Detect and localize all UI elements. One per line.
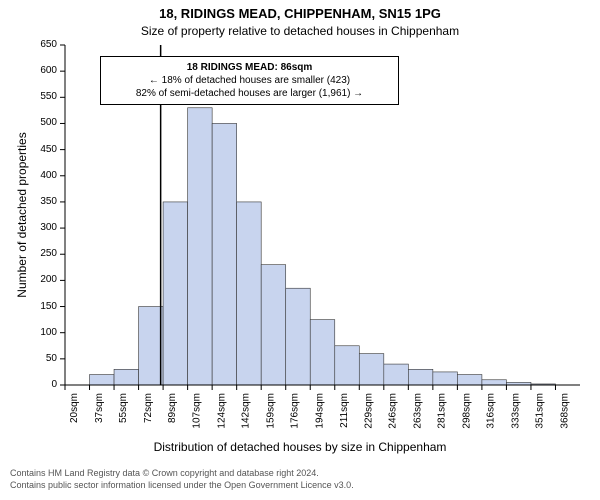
x-tick-label: 246sqm	[388, 393, 399, 429]
y-tick-label: 450	[27, 144, 57, 155]
x-tick-label: 37sqm	[94, 393, 105, 423]
x-tick-label: 89sqm	[167, 393, 178, 423]
footer-line1: Contains HM Land Registry data © Crown c…	[10, 468, 354, 480]
y-tick-label: 600	[27, 65, 57, 76]
y-tick-label: 100	[27, 327, 57, 338]
annotation-line1: 18 RIDINGS MEAD: 86sqm	[107, 61, 392, 74]
x-tick-label: 211sqm	[339, 393, 350, 428]
y-tick-label: 200	[27, 274, 57, 285]
x-tick-label: 263sqm	[412, 393, 423, 429]
chart-title-line1: 18, RIDINGS MEAD, CHIPPENHAM, SN15 1PG	[0, 6, 600, 21]
footer-line2: Contains public sector information licen…	[10, 480, 354, 492]
x-tick-label: 55sqm	[118, 393, 129, 423]
y-tick-label: 150	[27, 301, 57, 312]
y-tick-label: 250	[27, 248, 57, 259]
x-tick-label: 159sqm	[265, 393, 276, 429]
x-tick-label: 124sqm	[216, 393, 227, 429]
y-tick-label: 550	[27, 91, 57, 102]
x-tick-label: 107sqm	[192, 393, 203, 429]
y-tick-label: 500	[27, 117, 57, 128]
y-tick-label: 650	[27, 39, 57, 50]
x-tick-label: 20sqm	[69, 393, 80, 423]
x-tick-label: 229sqm	[363, 393, 374, 429]
x-tick-label: 351sqm	[535, 393, 546, 429]
x-tick-label: 281sqm	[437, 393, 448, 429]
y-tick-label: 300	[27, 222, 57, 233]
x-tick-label: 142sqm	[241, 393, 252, 429]
annotation-line2: ← 18% of detached houses are smaller (42…	[107, 74, 392, 87]
y-tick-label: 350	[27, 196, 57, 207]
chart-title-line2: Size of property relative to detached ho…	[0, 24, 600, 38]
x-tick-label: 72sqm	[143, 393, 154, 423]
annotation-line3: 82% of semi-detached houses are larger (…	[107, 87, 392, 100]
x-tick-label: 194sqm	[314, 393, 325, 429]
y-tick-label: 400	[27, 170, 57, 181]
y-tick-label: 50	[27, 353, 57, 364]
y-tick-label: 0	[27, 379, 57, 390]
x-axis-label: Distribution of detached houses by size …	[0, 440, 600, 454]
x-tick-label: 298sqm	[461, 393, 472, 429]
x-tick-label: 368sqm	[559, 393, 570, 429]
footer-attribution: Contains HM Land Registry data © Crown c…	[10, 468, 354, 491]
chart-container: 18, RIDINGS MEAD, CHIPPENHAM, SN15 1PG S…	[0, 0, 600, 500]
x-tick-label: 316sqm	[486, 393, 497, 429]
annotation-box: 18 RIDINGS MEAD: 86sqm ← 18% of detached…	[100, 56, 399, 105]
x-tick-label: 333sqm	[510, 393, 521, 429]
x-tick-label: 176sqm	[290, 393, 301, 429]
